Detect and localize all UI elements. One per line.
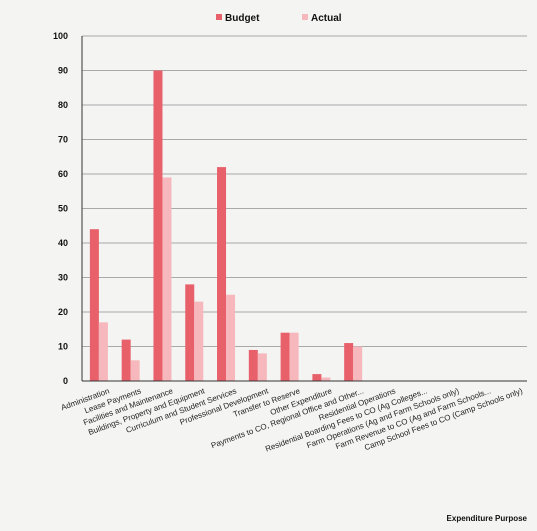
y-tick-label: 0 — [63, 376, 68, 386]
bars — [89, 70, 363, 381]
bar-budget-8 — [312, 374, 322, 381]
bar-actual-9 — [353, 346, 363, 381]
y-tick-label: 20 — [58, 307, 68, 317]
y-tick-label: 50 — [58, 204, 68, 214]
bar-actual-8 — [321, 377, 331, 381]
legend: Budget Actual — [216, 13, 342, 24]
bar-budget-5 — [217, 167, 227, 381]
bar-budget-3 — [153, 70, 163, 381]
bar-budget-1 — [89, 229, 99, 381]
y-tick-label: 90 — [58, 66, 68, 76]
bar-budget-9 — [344, 343, 354, 381]
gridlines — [82, 35, 527, 347]
legend-swatch-actual — [302, 14, 308, 20]
y-tick-label: 100 — [53, 31, 68, 41]
y-tick-label: 10 — [58, 342, 68, 352]
bar-actual-7 — [289, 332, 299, 381]
bar-actual-5 — [226, 294, 236, 381]
bar-budget-6 — [248, 349, 258, 381]
y-tick-label: 40 — [58, 238, 68, 248]
y-tick-label: 30 — [58, 273, 68, 283]
y-tick-label: 80 — [58, 100, 68, 110]
bar-actual-2 — [130, 360, 140, 381]
legend-swatch-budget — [216, 14, 222, 20]
legend-label-actual: Actual — [311, 13, 342, 24]
y-tick-label: 70 — [58, 135, 68, 145]
bar-actual-1 — [98, 322, 108, 381]
bar-actual-6 — [257, 353, 267, 381]
bar-budget-7 — [280, 332, 290, 381]
x-axis-title: Expenditure Purpose — [447, 514, 528, 523]
y-tick-labels: 0 10 20 30 40 50 60 70 80 90 100 — [53, 31, 68, 386]
bar-budget-4 — [185, 284, 195, 381]
legend-label-budget: Budget — [225, 13, 260, 24]
bar-budget-2 — [121, 339, 131, 381]
bar-actual-3 — [162, 177, 172, 381]
bar-actual-4 — [194, 301, 204, 381]
y-tick-label: 60 — [58, 169, 68, 179]
axes — [81, 36, 527, 382]
